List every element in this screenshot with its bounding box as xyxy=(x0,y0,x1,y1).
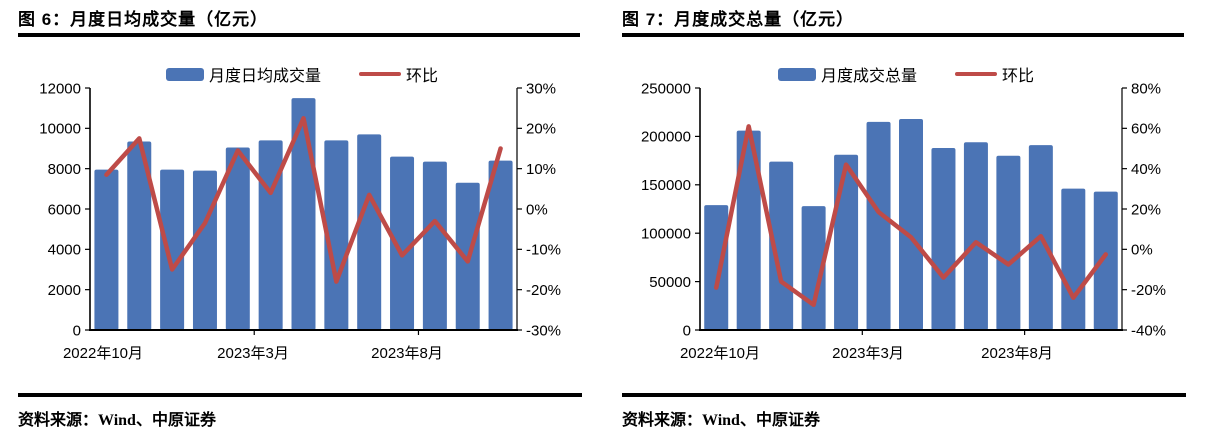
figure-7-panel: 图 7：月度成交总量（亿元） 月度成交总量 环比 0 50000 100000 150… xyxy=(604,0,1208,446)
right-axis-tick-label: 40% xyxy=(1131,161,1161,178)
mom-change-line xyxy=(104,116,503,284)
figure-6-chart-canvas: 0 2000 4000 6000 8000 10000 12000 -30% -20% -10% 0… xyxy=(39,80,561,362)
footer-divider xyxy=(18,393,582,397)
figure-7-title: 图 7：月度成交总量（亿元） xyxy=(622,10,855,29)
bar-2023-02 xyxy=(225,147,250,330)
right-axis-tick-label: -30% xyxy=(526,322,561,339)
legend-line-label: 环比 xyxy=(406,68,439,85)
bar-2023-07 xyxy=(390,156,415,330)
right-axis-tick-label: 20% xyxy=(526,121,556,138)
bar-2023-02 xyxy=(834,154,859,330)
right-axis-tick-label: -40% xyxy=(1131,322,1166,339)
title-divider xyxy=(622,33,1184,37)
bar-2022-11 xyxy=(127,141,152,330)
x-axis-tick-label: 2023年8月 xyxy=(371,345,443,362)
legend-line-label: 环比 xyxy=(1002,68,1035,85)
left-axis-tick-label: 2000 xyxy=(48,282,81,299)
right-axis-tick-label: -10% xyxy=(526,242,561,259)
bar-2022-11 xyxy=(736,130,761,330)
x-axis-tick-label: 2022年10月 xyxy=(63,345,143,362)
bar-2023-01 xyxy=(192,170,217,330)
left-axis-tick-label: 0 xyxy=(73,322,81,339)
bar-2023-10 xyxy=(488,160,513,330)
left-axis-tick-label: 10000 xyxy=(39,121,81,138)
bar-2023-10 xyxy=(1093,191,1118,330)
x-axis-tick-label: 2023年3月 xyxy=(217,345,289,362)
figure-7-legend: 月度成交总量 环比 xyxy=(604,62,1208,86)
left-axis-tick-label: 250000 xyxy=(641,80,691,97)
figure-7-chart-canvas: 0 50000 100000 150000 200000 250000 -40% -20% 0%… xyxy=(641,80,1166,362)
bar-2023-09 xyxy=(1061,188,1086,330)
right-axis-tick-label: 20% xyxy=(1131,201,1161,218)
right-axis-tick-label: 60% xyxy=(1131,121,1161,138)
figure-6-source: 资料来源：Wind、中原证券 xyxy=(18,412,216,429)
bar-2023-08 xyxy=(422,161,447,330)
footer-divider xyxy=(622,393,1186,397)
left-axis-tick-label: 8000 xyxy=(48,161,81,178)
mom-change-line xyxy=(713,124,1109,308)
right-axis-tick-label: -20% xyxy=(526,282,561,299)
bar-2022-10 xyxy=(704,205,729,330)
title-divider xyxy=(18,33,580,37)
legend-bar-label: 月度成交总量 xyxy=(820,68,917,85)
right-axis-tick-label: 0% xyxy=(1131,242,1153,259)
bar-series-swatch xyxy=(777,67,816,81)
right-axis-tick-label: -20% xyxy=(1131,282,1166,299)
left-axis-tick-label: 12000 xyxy=(39,80,81,97)
right-axis-tick-label: 30% xyxy=(526,80,556,97)
figure-6-panel: 图 6：月度日均成交量（亿元） 月度日均成交量 环比 0 2000 4000 6000… xyxy=(0,10,604,429)
right-axis-tick-label: 80% xyxy=(1131,80,1161,97)
left-axis-tick-label: 100000 xyxy=(641,225,691,242)
legend-item-bar: 月度成交总量 xyxy=(777,62,917,86)
line-series-swatch xyxy=(955,71,997,77)
left-axis-tick-label: 6000 xyxy=(48,201,81,218)
bar-2023-05 xyxy=(324,140,349,330)
bar-series-swatch xyxy=(165,67,204,81)
left-axis-tick-label: 50000 xyxy=(649,274,691,291)
left-axis-tick-label: 200000 xyxy=(641,129,691,146)
bar-2023-06 xyxy=(357,134,382,330)
bar-2023-06 xyxy=(963,142,988,330)
legend-item-bar: 月度日均成交量 xyxy=(165,62,321,86)
left-axis-tick-label: 150000 xyxy=(641,177,691,194)
bar-2023-04 xyxy=(899,118,923,330)
legend-item-line: 环比 xyxy=(359,62,438,86)
left-axis-tick-label: 4000 xyxy=(48,242,81,259)
figure-7-source: 资料来源：Wind、中原证券 xyxy=(622,412,820,429)
right-axis-tick-label: 0% xyxy=(526,201,548,218)
legend-bar-label: 月度日均成交量 xyxy=(208,68,321,85)
x-axis-tick-label: 2022年10月 xyxy=(680,345,760,362)
bar-2023-03 xyxy=(866,121,891,330)
line-series-swatch xyxy=(359,71,401,77)
x-axis-tick-label: 2023年8月 xyxy=(981,345,1053,362)
right-axis-tick-label: 10% xyxy=(526,161,556,178)
figure-6-title: 图 6：月度日均成交量（亿元） xyxy=(18,10,269,29)
bar-2022-12 xyxy=(160,169,185,330)
left-axis-tick-label: 0 xyxy=(683,322,691,339)
bar-2022-10 xyxy=(94,169,119,330)
x-axis-tick-label: 2023年3月 xyxy=(832,345,904,362)
figure-6-legend: 月度日均成交量 环比 xyxy=(0,62,604,86)
bar-2023-05 xyxy=(931,148,956,330)
legend-item-line: 环比 xyxy=(955,62,1034,86)
bar-2023-07 xyxy=(996,155,1021,330)
